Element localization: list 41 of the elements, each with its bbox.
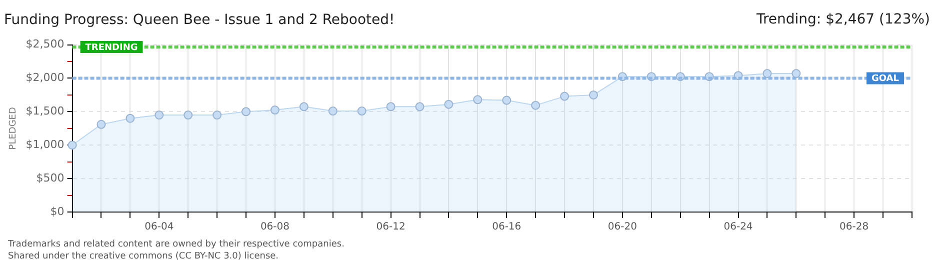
y-tick-label: $1,000	[26, 138, 64, 151]
y-axis-title: PLEDGED	[8, 107, 19, 150]
point	[588, 90, 598, 100]
point	[328, 106, 338, 116]
ref-line-label: GOAL	[872, 74, 900, 84]
text: Trending: $2,467 (123%)	[755, 12, 930, 28]
point	[444, 100, 454, 109]
ref-line-label: TRENDING	[85, 42, 138, 53]
point	[154, 110, 164, 120]
point	[531, 100, 540, 110]
point	[560, 92, 570, 101]
text: Trademarks and related content are owned by their respective companies.	[7, 239, 344, 250]
point	[212, 110, 222, 120]
point	[762, 69, 772, 78]
x-tick-label: 06-12	[376, 222, 406, 233]
x-tick-label: 06-28	[840, 222, 869, 233]
point	[184, 110, 193, 120]
text: Shared under the creative commons (CC BY-NC 3.0) license.	[8, 251, 279, 262]
point	[386, 102, 396, 112]
point	[126, 114, 135, 123]
point	[299, 102, 308, 112]
point	[270, 106, 280, 115]
x-tick-label: 06-04	[144, 222, 174, 233]
x-tick-label: 06-08	[260, 222, 290, 233]
x-tick-label: 06-24	[724, 222, 753, 233]
y-tick-label: $2,500	[26, 38, 64, 51]
chart-title: Funding Progress: Queen Bee - Issue 1 and 2 Rebooted!	[4, 12, 395, 28]
point	[242, 107, 251, 116]
point	[792, 69, 801, 78]
point	[415, 102, 424, 112]
x-tick-label: 06-16	[492, 222, 522, 233]
point	[473, 95, 482, 104]
x-tick-label: 06-20	[608, 222, 637, 233]
y-tick-label: $500	[36, 171, 64, 184]
y-tick-label: $1,500	[26, 104, 64, 118]
y-tick-label: $2,000	[26, 71, 64, 84]
y-tick-label: $0	[50, 204, 64, 218]
point	[502, 96, 512, 105]
point	[357, 106, 366, 116]
point	[96, 120, 106, 129]
point	[68, 140, 77, 150]
